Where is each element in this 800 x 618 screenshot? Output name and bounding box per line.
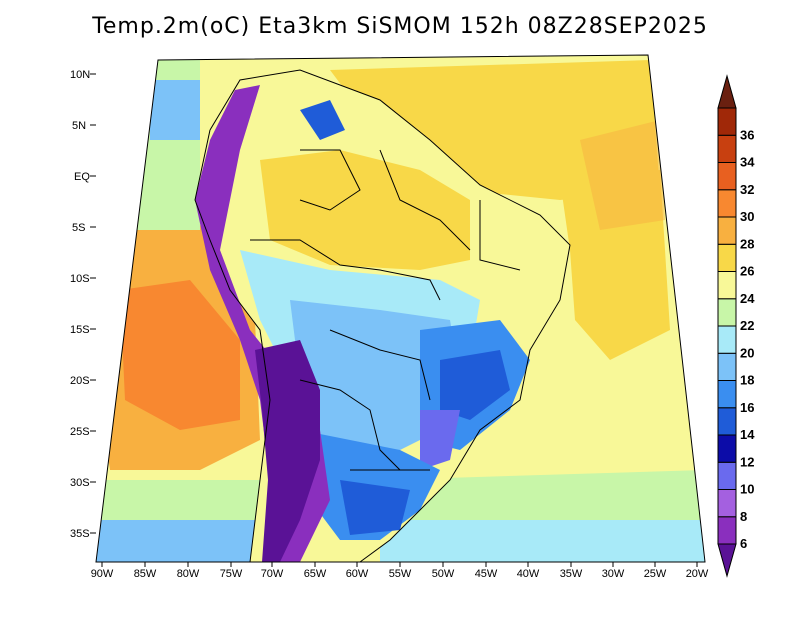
colorbar-swatch	[717, 434, 737, 463]
colorbar-label: 8	[740, 509, 747, 524]
lat-label: 5N	[72, 120, 86, 132]
lat-label: 10N	[70, 69, 90, 81]
lat-label: 15S	[70, 324, 90, 336]
lat-label: 35S	[70, 528, 90, 540]
lat-ticks	[90, 73, 96, 534]
colorbar-swatch	[717, 271, 737, 300]
colorbar-swatch	[717, 189, 737, 218]
colorbar-label: 10	[740, 482, 754, 497]
colorbar-label: 30	[740, 209, 754, 224]
colorbar-swatch	[717, 162, 737, 191]
lon-label: 55W	[389, 568, 412, 580]
colorbar-swatch	[717, 298, 737, 327]
latitude-axis: 10N 5N EQ 5S 10S 15S 20S 25S 30S 35S	[70, 69, 90, 540]
lon-label: 65W	[304, 568, 327, 580]
lon-label: 20W	[686, 568, 709, 580]
temperature-field	[96, 55, 705, 562]
colorbar-label: 32	[740, 182, 754, 197]
colorbar-label: 28	[740, 236, 754, 251]
colorbar-min-triangle	[717, 543, 737, 578]
colorbar: 6 8 10 12 14 16 18 20 22 24 26 28 30 32 34 36	[717, 74, 755, 578]
domain-frame	[95, 54, 706, 563]
lat-label: 20S	[70, 375, 90, 387]
lon-label: 25W	[644, 568, 667, 580]
political-borders	[194, 69, 571, 563]
colorbar-swatch	[717, 461, 737, 490]
longitude-axis: 90W 85W 80W 75W 70W 65W 60W 55W 50W 45W …	[91, 568, 709, 580]
lon-label: 60W	[346, 568, 369, 580]
colorbar-label: 20	[740, 345, 754, 360]
colorbar-label: 16	[740, 400, 754, 415]
lon-label: 35W	[560, 568, 583, 580]
colorbar-swatch	[717, 216, 737, 245]
colorbar-label: 18	[740, 373, 754, 388]
lon-ticks	[101, 562, 698, 567]
lon-label: 30W	[602, 568, 625, 580]
colorbar-label: 12	[740, 454, 754, 469]
lat-label: 5S	[72, 222, 85, 234]
lon-label: 85W	[134, 568, 157, 580]
colorbar-label: 14	[740, 427, 755, 442]
colorbar-swatch	[717, 134, 737, 163]
lat-label: 30S	[70, 477, 90, 489]
map-title: Temp.2m(oC) Eta3km SiSMOM 152h 08Z28SEP2…	[92, 14, 708, 39]
lon-label: 45W	[475, 568, 498, 580]
colorbar-label: 34	[740, 155, 755, 170]
colorbar-label: 6	[740, 536, 747, 551]
lon-label: 90W	[91, 568, 114, 580]
colorbar-swatch	[717, 107, 737, 136]
colorbar-swatch	[717, 380, 737, 409]
lon-label: 80W	[177, 568, 200, 580]
colorbar-swatch	[717, 489, 737, 518]
colorbar-label: 26	[740, 264, 754, 279]
lat-label: 25S	[70, 426, 90, 438]
colorbar-swatch	[717, 352, 737, 381]
colorbar-swatch	[717, 243, 737, 272]
lat-label: EQ	[74, 171, 90, 183]
colorbar-label: 24	[740, 291, 755, 306]
colorbar-label: 36	[740, 127, 754, 142]
lon-label: 50W	[432, 568, 455, 580]
lon-label: 75W	[220, 568, 243, 580]
colorbar-swatch	[717, 325, 737, 354]
lon-label: 70W	[261, 568, 284, 580]
lon-label: 40W	[517, 568, 540, 580]
lat-label: 10S	[70, 273, 90, 285]
colorbar-label: 22	[740, 318, 754, 333]
colorbar-swatch	[717, 516, 737, 545]
colorbar-swatch	[717, 407, 737, 436]
colorbar-max-triangle	[717, 74, 737, 109]
